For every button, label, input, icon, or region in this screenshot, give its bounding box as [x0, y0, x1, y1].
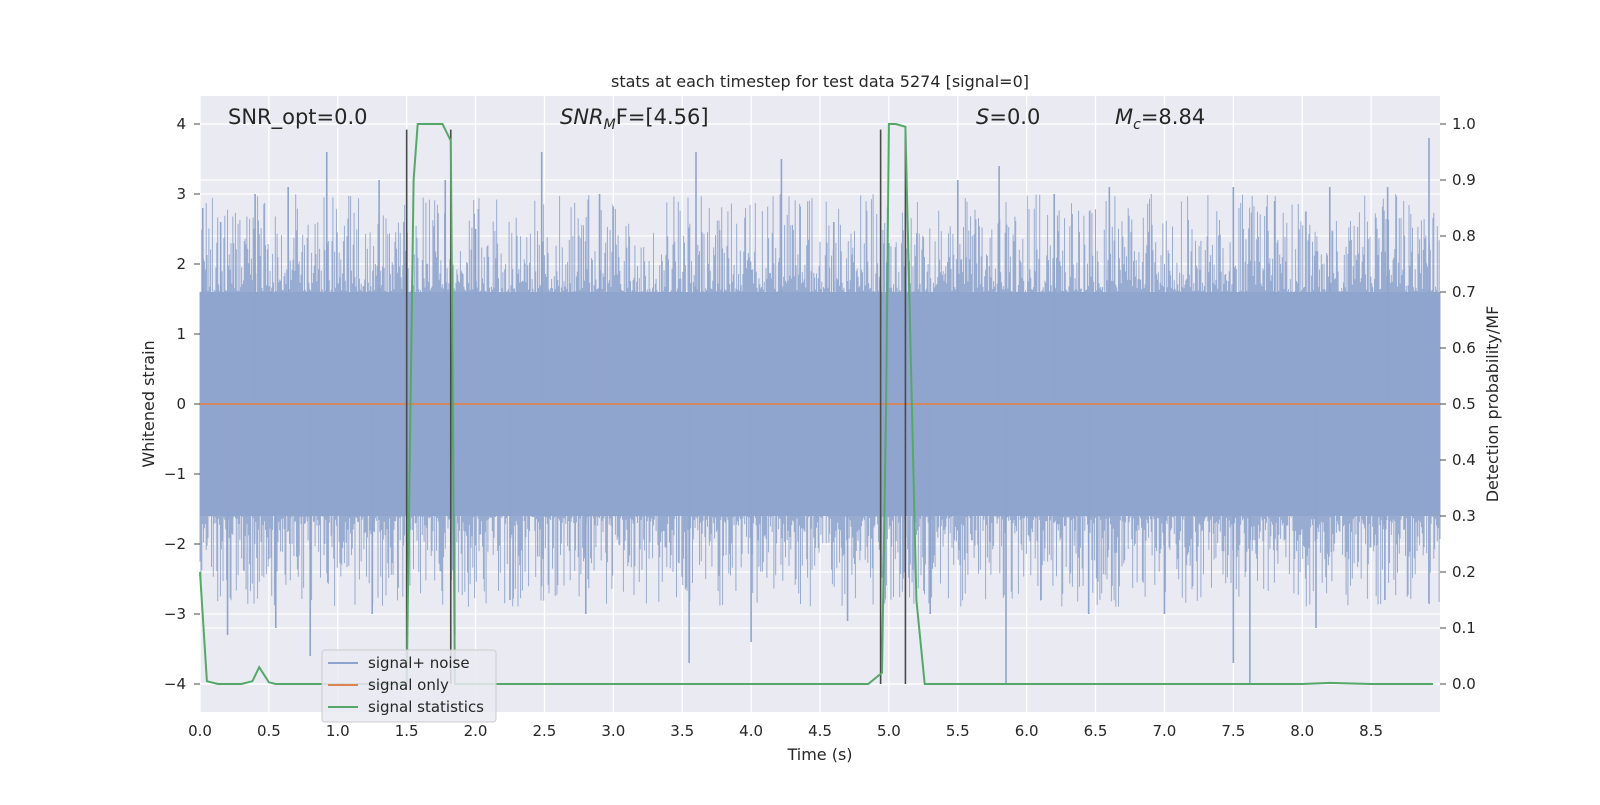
- annotation-mc-main: M: [1115, 105, 1133, 129]
- x-tick-label: 8.0: [1290, 722, 1314, 740]
- y-right-tick-label: 0.4: [1452, 451, 1476, 469]
- y-right-tick-labels: 1.0 0.9 0.8 0.7 0.6 0.5 0.4 0.3 0.2 0.1 0.0: [1440, 115, 1476, 693]
- x-axis-label: Time (s): [786, 745, 852, 764]
- y-left-tick-label: 4: [176, 115, 186, 133]
- y-left-tick-label: −3: [164, 605, 186, 623]
- y-right-tick-label: 0.9: [1452, 171, 1476, 189]
- y-right-tick-label: 0.2: [1452, 563, 1476, 581]
- legend-label-signal-only: signal only: [368, 676, 449, 694]
- chart-title: stats at each timestep for test data 527…: [611, 72, 1029, 91]
- x-tick-label: 1.0: [326, 722, 350, 740]
- annotation-mc-sub: c: [1133, 117, 1141, 133]
- x-tick-label: 5.5: [946, 722, 970, 740]
- x-tick-label: 5.0: [877, 722, 901, 740]
- annotation-s-main: S: [976, 105, 989, 129]
- x-tick-label: 2.0: [464, 722, 488, 740]
- x-tick-label: 0.0: [188, 722, 212, 740]
- y-axis-label-left: Whitened strain: [139, 340, 158, 467]
- annotation-mc-rest: =8.84: [1141, 105, 1205, 129]
- annotation-snr-mf: SNRMF=[4.56]: [560, 105, 709, 133]
- y-left-tick-label: −2: [164, 535, 186, 553]
- annotation-snr-mf-main: SNR: [560, 105, 604, 129]
- y-left-tick-label: 0: [176, 395, 186, 413]
- x-tick-label: 6.5: [1084, 722, 1108, 740]
- x-tick-label: 3.5: [670, 722, 694, 740]
- x-tick-label: 7.5: [1221, 722, 1245, 740]
- legend-box: [321, 649, 497, 723]
- y-left-tick-labels: 4 3 2 1 0 −1 −2 −3 −4: [164, 115, 200, 693]
- y-left-tick-label: 2: [176, 255, 186, 273]
- annotation-mc: Mc=8.84: [1115, 105, 1205, 133]
- y-right-tick-label: 0.6: [1452, 339, 1476, 357]
- y-right-tick-label: 0.1: [1452, 619, 1476, 637]
- x-tick-label: 6.0: [1015, 722, 1039, 740]
- x-tick-label: 3.0: [601, 722, 625, 740]
- y-left-tick-label: 1: [176, 325, 186, 343]
- x-tick-label: 4.5: [808, 722, 832, 740]
- y-right-tick-label: 0.5: [1452, 395, 1476, 413]
- annotation-s-rest: =0.0: [989, 105, 1040, 129]
- annotation-snr-opt: SNR_opt=0.0: [228, 105, 368, 130]
- y-left-tick-label: −4: [164, 675, 186, 693]
- y-left-tick-label: 3: [176, 185, 186, 203]
- x-tick-label: 0.5: [257, 722, 281, 740]
- y-right-tick-label: 1.0: [1452, 115, 1476, 133]
- x-tick-label: 4.0: [739, 722, 763, 740]
- y-right-tick-label: 0.8: [1452, 227, 1476, 245]
- annotation-snr-mf-rest: F=[4.56]: [616, 105, 709, 129]
- noise-spikes: [199, 194, 1441, 607]
- y-right-tick-label: 0.0: [1452, 675, 1476, 693]
- y-right-tick-label: 0.7: [1452, 283, 1476, 301]
- y-axis-label-right: Detection probability/MF: [1483, 306, 1502, 503]
- y-left-tick-label: −1: [164, 465, 186, 483]
- legend: signal+ noise signal only signal statist…: [321, 649, 497, 723]
- legend-label-signal-plus-noise: signal+ noise: [368, 654, 470, 672]
- annotation-snr-mf-sub: M: [604, 117, 616, 133]
- x-tick-label: 7.0: [1153, 722, 1177, 740]
- y-right-tick-label: 0.3: [1452, 507, 1476, 525]
- x-tick-labels: 0.0 0.5 1.0 1.5 2.0 2.5 3.0 3.5 4.0 4.5 5.0 5.5 6.0 6…: [188, 722, 1383, 740]
- x-tick-label: 8.5: [1359, 722, 1383, 740]
- x-tick-label: 1.5: [395, 722, 419, 740]
- annotation-s: S=0.0: [976, 105, 1040, 129]
- legend-label-signal-statistics: signal statistics: [368, 698, 484, 716]
- x-tick-label: 2.5: [533, 722, 557, 740]
